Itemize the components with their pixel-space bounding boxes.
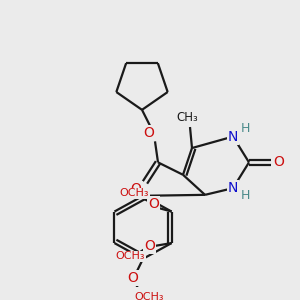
Text: O: O — [128, 271, 138, 285]
Text: O: O — [144, 239, 155, 253]
Text: OCH₃: OCH₃ — [134, 292, 164, 300]
Text: H: H — [240, 189, 250, 202]
Text: O: O — [130, 182, 141, 196]
Text: N: N — [228, 130, 238, 144]
Text: N: N — [228, 181, 238, 195]
Text: OCH₃: OCH₃ — [116, 251, 145, 261]
Text: O: O — [274, 155, 284, 170]
Text: CH₃: CH₃ — [176, 111, 198, 124]
Text: O: O — [148, 197, 159, 211]
Text: O: O — [144, 126, 154, 140]
Text: OCH₃: OCH₃ — [120, 188, 149, 198]
Text: H: H — [240, 122, 250, 135]
